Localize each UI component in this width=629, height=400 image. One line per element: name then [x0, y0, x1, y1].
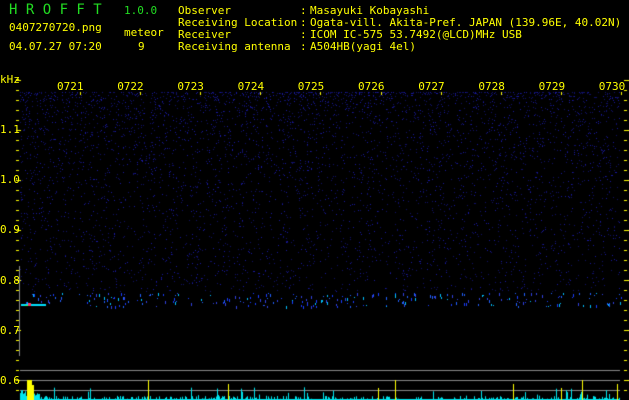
time-label: 0723	[177, 80, 204, 93]
file-datetime: 04.07.27 07:20	[9, 40, 102, 53]
freq-label: 0.9	[0, 223, 20, 237]
meteor-label: meteor	[124, 26, 164, 39]
freq-label: 0.8	[0, 273, 20, 287]
location-label: Receiving Location	[178, 16, 298, 29]
freq-label: 1.1	[0, 123, 20, 136]
antenna-value: A504HB(yagi 4el)	[310, 40, 416, 53]
file-name: 0407270720.png	[9, 21, 102, 34]
freq-label: 1.0	[0, 173, 20, 187]
time-label: 0725	[297, 80, 325, 93]
time-label: 0724	[237, 80, 265, 93]
receiver-label: Receiver	[178, 28, 231, 41]
time-label: 0726	[358, 80, 385, 93]
unit-label: kHz	[0, 73, 20, 86]
time-label: 0727	[418, 80, 445, 93]
time-label: 0728	[478, 80, 505, 93]
time-label: 0722	[117, 80, 144, 93]
time-label: 0730	[598, 80, 626, 93]
time-label: 0729	[538, 80, 566, 93]
observer-label: Observer	[178, 4, 231, 17]
separator: :	[300, 40, 307, 53]
antenna-label: Receiving antenna	[178, 40, 291, 53]
receiver-value: ICOM IC-575 53.7492(@LCD)MHz USB	[310, 28, 522, 41]
meteor-count: 9	[138, 40, 145, 53]
app-version: 1.0.0	[124, 4, 158, 17]
app-title: H R O F F T	[9, 2, 102, 18]
separator: :	[300, 16, 307, 29]
freq-label: 0.7	[0, 323, 20, 337]
freq-label: 0.6	[0, 374, 20, 387]
time-label: 0721	[57, 80, 84, 93]
separator: :	[300, 28, 307, 41]
observer-value: Masayuki Kobayashi	[310, 4, 430, 17]
separator: :	[300, 4, 307, 17]
location-value: Ogata-vill. Akita-Pref. JAPAN (139.96E, …	[310, 16, 622, 29]
